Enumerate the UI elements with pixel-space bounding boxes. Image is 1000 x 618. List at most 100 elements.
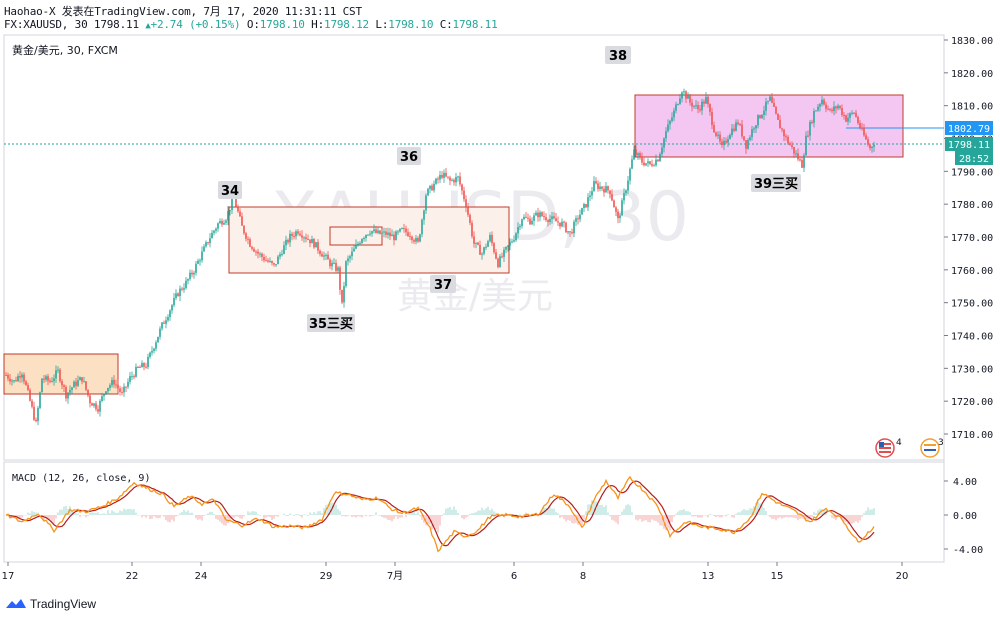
candle-body [67, 392, 69, 399]
candle-body [639, 153, 641, 157]
x-tick-label: 8 [580, 571, 586, 582]
y-tick-label: 1770.00 [951, 233, 993, 244]
candle-body [601, 186, 603, 189]
candle-body [615, 207, 617, 212]
x-tick-label: 24 [195, 571, 208, 582]
candle-body [663, 138, 665, 148]
y-tick-label: 1740.00 [951, 332, 993, 343]
candle-body [789, 143, 791, 146]
candle-body [179, 288, 181, 297]
candle-body [827, 108, 829, 110]
candle-body [697, 105, 699, 110]
candle-body [657, 159, 659, 162]
orange-zone-box[interactable] [3, 353, 119, 395]
x-tick-label: 17 [2, 571, 15, 582]
candle-body [5, 374, 7, 376]
candle-body [425, 195, 427, 211]
candle-body [635, 149, 637, 156]
candle-body [305, 237, 307, 240]
candle-body [867, 139, 869, 145]
y-tick-label: 1750.00 [951, 299, 993, 310]
annotation-37[interactable]: 37 [430, 275, 456, 293]
annotation-39[interactable]: 39三买 [751, 174, 801, 192]
candle-body [777, 113, 779, 120]
candle-body [511, 241, 513, 243]
central-zone-box[interactable] [228, 206, 510, 274]
annotation-38[interactable]: 38 [605, 46, 631, 64]
us-flag-event-icon[interactable]: 4 [875, 438, 902, 458]
candle-body [439, 175, 441, 180]
candle-body [853, 112, 855, 114]
candle-body [257, 251, 259, 254]
candle-body [353, 248, 355, 252]
candle-body [275, 264, 277, 266]
y-tick-label: 1830.00 [951, 36, 993, 47]
candle-body [593, 181, 595, 192]
candle-body [21, 374, 23, 378]
candle-body [335, 262, 337, 271]
annotation-36[interactable]: 36 [397, 147, 421, 165]
candle-body [261, 253, 263, 257]
macd-line [5, 475, 875, 553]
candle-body [847, 117, 849, 122]
annotation-35[interactable]: 35三买 [307, 314, 355, 332]
candle-body [17, 376, 19, 382]
tradingview-footer[interactable]: TradingView [6, 597, 96, 611]
candle-body [445, 172, 447, 177]
candle-body [27, 385, 29, 390]
candle-body [573, 221, 575, 234]
candle-body [205, 242, 207, 247]
candle-body [795, 153, 797, 155]
candle-body [359, 243, 361, 245]
candle-body [559, 222, 561, 227]
candle-body [375, 229, 377, 233]
candle-body [567, 231, 569, 233]
candle-body [617, 211, 619, 219]
candle-body [801, 159, 803, 168]
candle-body [527, 217, 529, 219]
candle-body [187, 279, 189, 281]
candle-body [651, 164, 653, 166]
candle-body [185, 280, 187, 289]
candle-body [381, 232, 383, 234]
footer-brand: TradingView [30, 597, 97, 611]
candle-body [681, 92, 683, 99]
candle-body [455, 177, 457, 183]
candle-body [37, 408, 39, 422]
annotation-34[interactable]: 34 [218, 181, 242, 199]
candle-body [865, 135, 867, 140]
candle-body [281, 253, 283, 255]
x-tick-label: 7月 [387, 570, 403, 582]
candle-body [737, 122, 739, 124]
candle-body [145, 366, 147, 368]
pink-zone-box[interactable] [634, 94, 904, 158]
candle-body [103, 394, 105, 397]
candle-body [563, 221, 565, 223]
candle-body [463, 190, 465, 200]
candle-body [165, 320, 167, 324]
eu-flag-event-icon[interactable]: 3 [920, 438, 944, 458]
candle-body [297, 231, 299, 234]
candle-body [437, 178, 439, 180]
candle-body [347, 258, 349, 262]
candle-body [387, 232, 389, 235]
candle-body [137, 366, 139, 368]
candle-body [447, 176, 449, 178]
candle-body [117, 384, 119, 389]
alert-price-tag[interactable]: 1802.79 [945, 121, 993, 135]
candle-body [637, 153, 639, 156]
candle-body [235, 197, 237, 207]
candle-body [461, 184, 463, 191]
candle-body [495, 252, 497, 259]
change-value: +2.74 (+0.15%) [150, 18, 241, 31]
candle-body [779, 119, 781, 129]
candle-body [55, 370, 57, 379]
candle-body [665, 131, 667, 139]
candle-body [645, 163, 647, 166]
candle-body [323, 255, 325, 257]
candle-body [687, 95, 689, 99]
candle-body [753, 128, 755, 130]
candle-body [713, 125, 715, 133]
candle-body [429, 185, 431, 189]
